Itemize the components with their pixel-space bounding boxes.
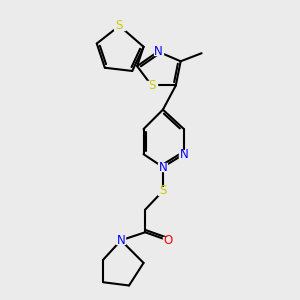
Bar (116, 237, 125, 244)
Bar (158, 164, 167, 171)
Text: O: O (163, 234, 172, 247)
Text: N: N (179, 148, 188, 161)
Text: N: N (154, 45, 162, 58)
Text: S: S (148, 79, 155, 92)
Text: S: S (159, 184, 167, 197)
Text: N: N (158, 160, 167, 174)
Bar (179, 151, 188, 158)
Bar (114, 22, 124, 30)
Text: N: N (117, 234, 125, 247)
Bar (158, 187, 168, 195)
Text: S: S (116, 19, 123, 32)
Bar (146, 82, 157, 89)
Bar (163, 237, 172, 244)
Bar (154, 48, 163, 55)
